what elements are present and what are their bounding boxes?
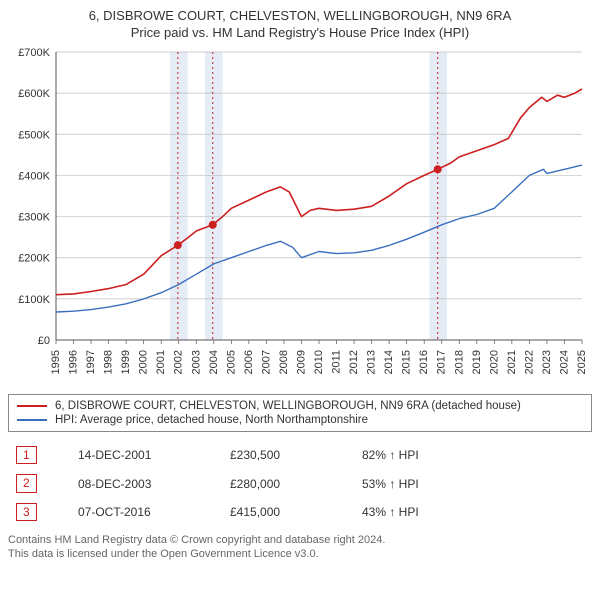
svg-text:£100K: £100K: [18, 294, 50, 306]
transactions-table: 1 14-DEC-2001£230,50082% ↑ HPI 2 08-DEC-200…: [8, 440, 592, 527]
transaction-date: 14-DEC-2001: [72, 442, 222, 468]
transaction-delta: 43% ↑ HPI: [356, 499, 590, 525]
footer-line2: This data is licensed under the Open Gov…: [8, 547, 592, 561]
svg-text:2021: 2021: [506, 350, 518, 374]
table-row: 1 14-DEC-2001£230,50082% ↑ HPI: [10, 442, 590, 468]
svg-text:2001: 2001: [155, 350, 167, 374]
transaction-delta: 53% ↑ HPI: [356, 470, 590, 496]
svg-text:£300K: £300K: [18, 212, 50, 224]
legend: 6, DISBROWE COURT, CHELVESTON, WELLINGBO…: [8, 394, 592, 432]
chart-title-line1: 6, DISBROWE COURT, CHELVESTON, WELLINGBO…: [8, 8, 592, 23]
svg-text:1997: 1997: [85, 350, 97, 374]
svg-text:£200K: £200K: [18, 253, 50, 265]
svg-text:1996: 1996: [68, 350, 80, 374]
svg-text:2023: 2023: [541, 350, 553, 374]
svg-text:2003: 2003: [190, 350, 202, 374]
svg-text:2024: 2024: [558, 350, 570, 374]
svg-text:2012: 2012: [348, 350, 360, 374]
svg-text:£500K: £500K: [18, 129, 50, 141]
svg-text:2014: 2014: [383, 350, 395, 374]
svg-text:2017: 2017: [436, 350, 448, 374]
svg-text:2009: 2009: [295, 350, 307, 374]
footer-line1: Contains HM Land Registry data © Crown c…: [8, 533, 592, 547]
svg-text:£0: £0: [38, 335, 50, 347]
svg-text:2025: 2025: [576, 350, 588, 374]
legend-label-property: 6, DISBROWE COURT, CHELVESTON, WELLINGBO…: [55, 400, 521, 412]
svg-text:2013: 2013: [366, 350, 378, 374]
svg-text:2010: 2010: [313, 350, 325, 374]
svg-text:2006: 2006: [243, 350, 255, 374]
legend-swatch-property: [17, 405, 47, 407]
svg-text:2002: 2002: [173, 350, 185, 374]
svg-text:1995: 1995: [50, 350, 62, 374]
transaction-delta: 82% ↑ HPI: [356, 442, 590, 468]
transaction-price: £415,000: [224, 499, 354, 525]
svg-text:1998: 1998: [103, 350, 115, 374]
svg-text:2020: 2020: [488, 350, 500, 374]
footer: Contains HM Land Registry data © Crown c…: [8, 533, 592, 562]
transaction-date: 08-DEC-2003: [72, 470, 222, 496]
svg-text:2000: 2000: [138, 350, 150, 374]
svg-text:2022: 2022: [523, 350, 535, 374]
svg-text:2018: 2018: [453, 350, 465, 374]
price-chart: £0 £100K £200K £300K £400K £500K £600K £700K 199…: [8, 46, 592, 386]
svg-text:2016: 2016: [418, 350, 430, 374]
svg-text:2004: 2004: [208, 350, 220, 374]
transaction-date: 07-OCT-2016: [72, 499, 222, 525]
chart-title-line2: Price paid vs. HM Land Registry's House …: [8, 25, 592, 40]
svg-text:2008: 2008: [278, 350, 290, 374]
transaction-badge: 2: [16, 474, 37, 492]
transaction-price: £280,000: [224, 470, 354, 496]
svg-text:£700K: £700K: [18, 47, 50, 59]
svg-text:2005: 2005: [225, 350, 237, 374]
svg-text:£400K: £400K: [18, 170, 50, 182]
legend-row-property: 6, DISBROWE COURT, CHELVESTON, WELLINGBO…: [17, 399, 583, 413]
svg-text:£600K: £600K: [18, 88, 50, 100]
legend-swatch-hpi: [17, 419, 47, 421]
svg-text:2015: 2015: [401, 350, 413, 374]
table-row: 3 07-OCT-2016£415,00043% ↑ HPI: [10, 499, 590, 525]
legend-label-hpi: HPI: Average price, detached house, Nort…: [55, 414, 368, 426]
svg-text:1999: 1999: [120, 350, 132, 374]
chart-svg: £0 £100K £200K £300K £400K £500K £600K £700K 199…: [8, 46, 592, 386]
svg-text:2011: 2011: [331, 350, 343, 374]
transaction-badge: 1: [16, 446, 37, 464]
transaction-price: £230,500: [224, 442, 354, 468]
svg-text:2019: 2019: [471, 350, 483, 374]
svg-text:2007: 2007: [260, 350, 272, 374]
legend-row-hpi: HPI: Average price, detached house, Nort…: [17, 413, 583, 427]
table-row: 2 08-DEC-2003£280,00053% ↑ HPI: [10, 470, 590, 496]
transaction-badge: 3: [16, 503, 37, 521]
